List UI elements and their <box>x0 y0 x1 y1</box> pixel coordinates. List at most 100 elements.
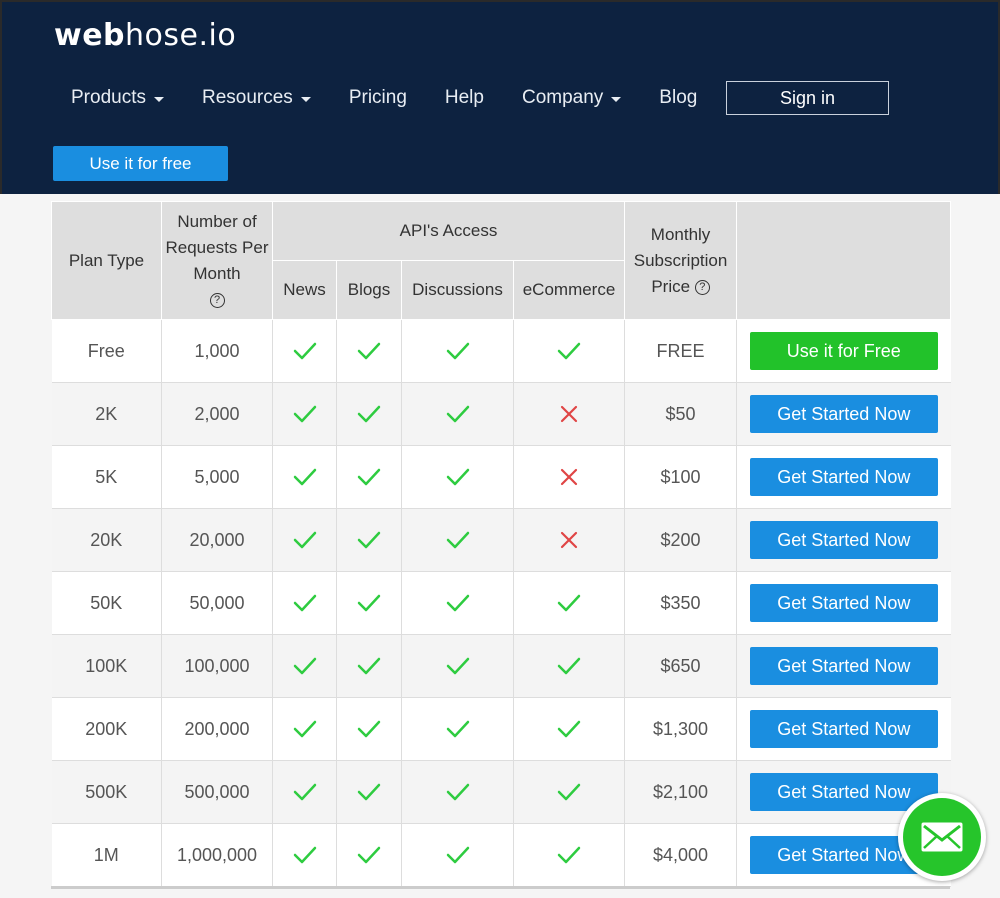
nav-item-pricing[interactable]: Pricing <box>348 87 407 108</box>
price-cell: $100 <box>624 445 738 509</box>
discussions-access-cell <box>401 634 514 698</box>
nav-item-company[interactable]: Company <box>522 87 622 109</box>
news-access-cell <box>272 571 337 635</box>
requests-cell: 100,000 <box>161 634 273 698</box>
ecommerce-access-cell <box>513 823 626 887</box>
requests-cell: 50,000 <box>161 571 273 635</box>
ecommerce-access-cell <box>513 697 626 761</box>
get-started-now-button[interactable]: Get Started Now <box>749 773 938 811</box>
check-icon <box>402 845 513 865</box>
check-icon <box>337 341 401 361</box>
action-cell: Get Started Now <box>736 697 951 761</box>
webhose-logo[interactable]: webhose.io <box>54 18 237 53</box>
nav-item-help[interactable]: Help <box>444 87 484 108</box>
nav-item-products[interactable]: Products <box>71 87 164 109</box>
header-api-access: API's Access <box>271 201 626 261</box>
check-icon <box>514 593 624 613</box>
price-cell: FREE <box>624 319 738 383</box>
table-row: 5K 5,000 $100 Get Started Now <box>51 445 951 509</box>
table-bottom-border <box>51 886 950 889</box>
header-price: Monthly Subscription Price ? <box>624 201 738 320</box>
envelope-icon <box>921 822 963 852</box>
plan-type-cell: 5K <box>51 445 162 509</box>
blogs-access-cell <box>336 319 402 383</box>
price-cell: $4,000 <box>624 823 738 887</box>
table-row: 1M 1,000,000 $4,000 Get Started Now <box>51 823 951 887</box>
check-icon <box>273 467 336 487</box>
ecommerce-access-cell <box>513 508 626 572</box>
check-icon <box>337 782 401 802</box>
help-circle-icon[interactable]: ? <box>209 292 225 308</box>
blogs-access-cell <box>336 445 402 509</box>
mail-contact-button[interactable] <box>898 793 986 881</box>
ecommerce-access-cell <box>513 571 626 635</box>
table-row: 2K 2,000 $50 Get Started Now <box>51 382 951 446</box>
plan-type-cell: 20K <box>51 508 162 572</box>
check-icon <box>337 719 401 739</box>
header-blogs: Blogs <box>336 260 402 320</box>
action-cell: Get Started Now <box>736 760 951 824</box>
check-icon <box>337 845 401 865</box>
discussions-access-cell <box>401 823 514 887</box>
check-icon <box>273 845 336 865</box>
header-action <box>736 201 952 320</box>
blogs-access-cell <box>336 508 402 572</box>
sign-in-button[interactable]: Sign in <box>726 81 889 115</box>
caret-down-icon <box>300 96 311 102</box>
get-started-now-button[interactable]: Get Started Now <box>749 458 938 496</box>
mail-button-circle <box>903 798 981 876</box>
nav-item-resources[interactable]: Resources <box>202 87 311 109</box>
check-icon <box>273 341 336 361</box>
pricing-table: Plan Type Number of Requests Per Month ?… <box>51 201 952 887</box>
help-circle-icon[interactable]: ? <box>694 279 710 295</box>
ecommerce-access-cell <box>513 319 626 383</box>
cross-icon <box>514 530 624 550</box>
cross-icon <box>514 467 624 487</box>
check-icon <box>514 845 624 865</box>
check-icon <box>273 719 336 739</box>
check-icon <box>402 656 513 676</box>
table-row: 500K 500,000 $2,100 Get Started Now <box>51 760 951 824</box>
use-it-for-free-button[interactable]: Use it for free <box>53 146 228 181</box>
get-started-now-button[interactable]: Get Started Now <box>749 647 938 685</box>
plan-type-cell: Free <box>51 319 162 383</box>
pricing-table-body: Free 1,000 FREE Use it for Free 2K 2,000 $50 Ge… <box>51 319 951 887</box>
action-cell: Get Started Now <box>736 382 951 446</box>
price-cell: $650 <box>624 634 738 698</box>
get-started-now-button[interactable]: Get Started Now <box>749 836 938 874</box>
action-cell: Use it for Free <box>736 319 951 383</box>
get-started-now-button[interactable]: Get Started Now <box>749 395 938 433</box>
get-started-now-button[interactable]: Get Started Now <box>749 521 938 559</box>
price-cell: $1,300 <box>624 697 738 761</box>
check-icon <box>402 593 513 613</box>
use-it-for-free-row-button[interactable]: Use it for Free <box>749 332 938 370</box>
news-access-cell <box>272 382 337 446</box>
ecommerce-access-cell <box>513 634 626 698</box>
check-icon <box>273 782 336 802</box>
header-ecommerce: eCommerce <box>512 260 626 320</box>
requests-cell: 500,000 <box>161 760 273 824</box>
check-icon <box>514 782 624 802</box>
check-icon <box>337 656 401 676</box>
check-icon <box>337 530 401 550</box>
plan-type-cell: 50K <box>51 571 162 635</box>
nav-item-blog[interactable]: Blog <box>659 87 698 108</box>
price-cell: $50 <box>624 382 738 446</box>
check-icon <box>402 341 513 361</box>
check-icon <box>337 404 401 424</box>
news-access-cell <box>272 760 337 824</box>
discussions-access-cell <box>401 760 514 824</box>
header-requests: Number of Requests Per Month ? <box>161 201 273 320</box>
price-cell: $200 <box>624 508 738 572</box>
get-started-now-button[interactable]: Get Started Now <box>749 584 938 622</box>
check-icon <box>402 782 513 802</box>
discussions-access-cell <box>401 697 514 761</box>
cross-icon <box>514 404 624 424</box>
news-access-cell <box>272 445 337 509</box>
check-icon <box>273 530 336 550</box>
requests-cell: 1,000 <box>161 319 273 383</box>
blogs-access-cell <box>336 634 402 698</box>
get-started-now-button[interactable]: Get Started Now <box>749 710 938 748</box>
table-row: 50K 50,000 $350 Get Started Now <box>51 571 951 635</box>
requests-cell: 5,000 <box>161 445 273 509</box>
